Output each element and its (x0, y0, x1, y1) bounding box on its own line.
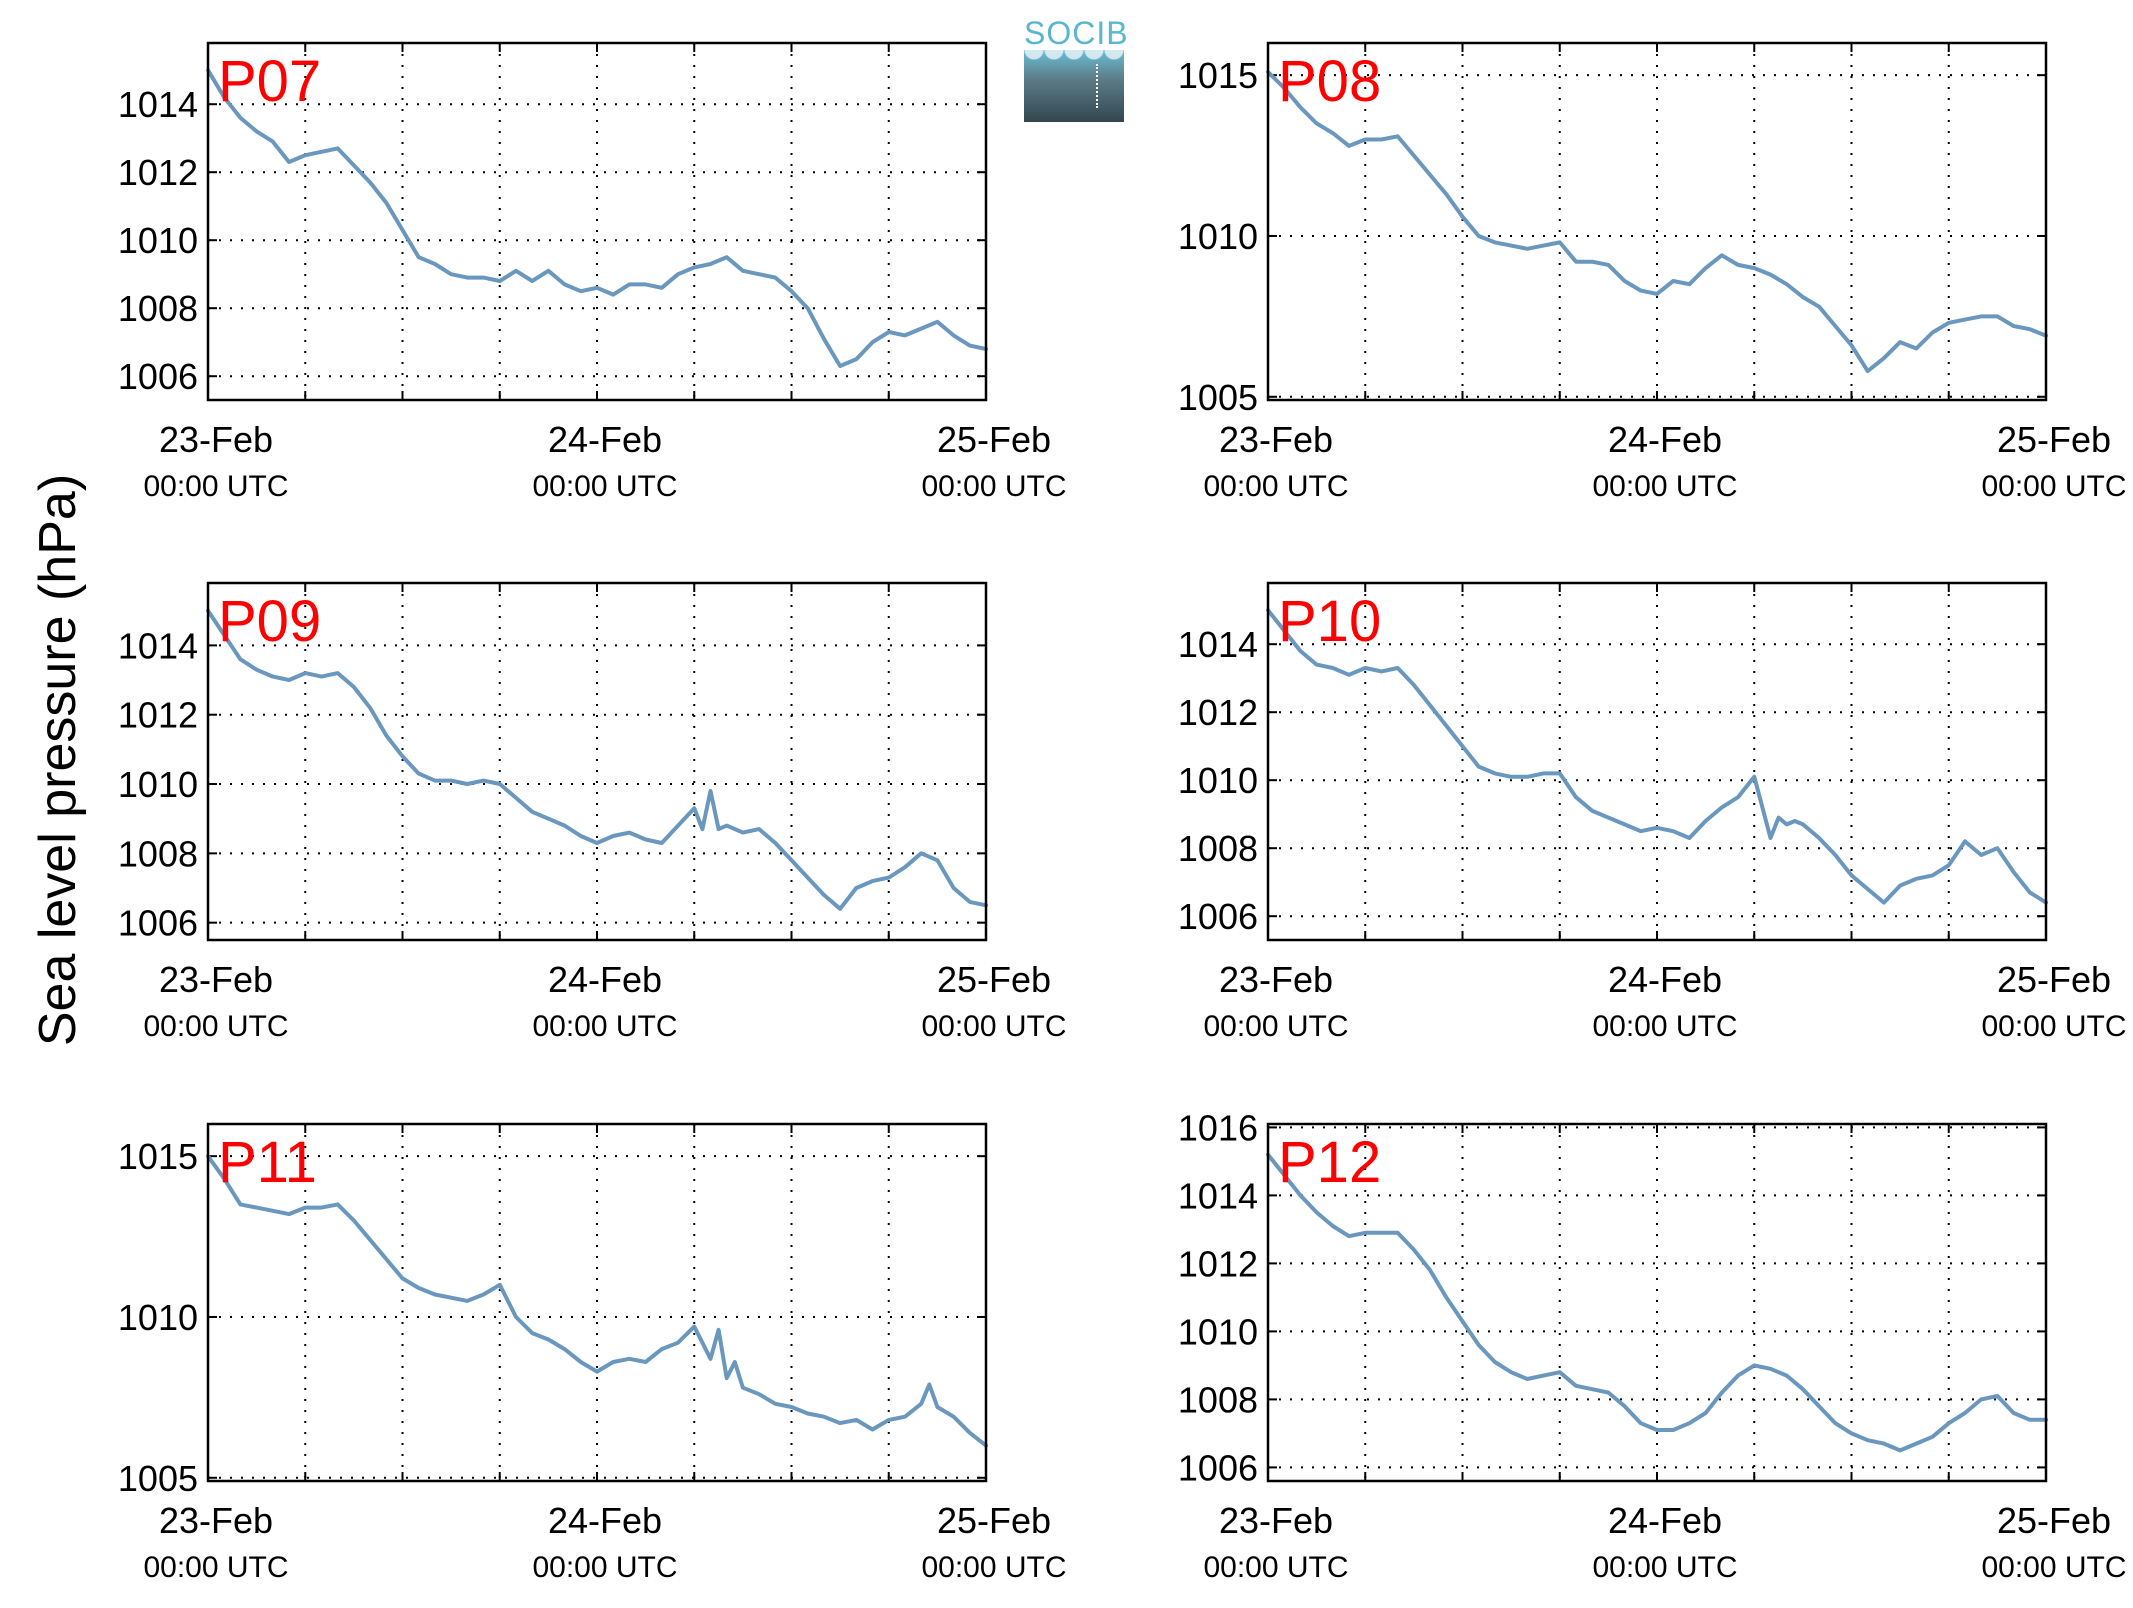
y-tick-label: 1010 (118, 1297, 198, 1338)
x-tick-label-date: 24-Feb (548, 419, 662, 460)
x-tick-label-date: 23-Feb (1219, 419, 1333, 460)
y-tick-label: 1012 (1178, 692, 1258, 733)
y-tick-label: 1012 (118, 695, 198, 736)
y-tick-label: 1006 (1178, 896, 1258, 937)
x-tick-label-date: 25-Feb (1997, 959, 2111, 1000)
x-tick-label-time: 00:00 UTC (532, 1010, 677, 1043)
x-tick-label-date: 23-Feb (159, 1500, 273, 1541)
panel-p09: 1006 1008 1010 1012 1014 P09 23-Feb 00:00 UTC 24… (118, 581, 1067, 1043)
x-tick-label-time: 00:00 UTC (143, 1010, 288, 1043)
x-tick-label-date: 24-Feb (1608, 1500, 1722, 1541)
y-tick-label: 1008 (1178, 1379, 1258, 1420)
series-line (206, 608, 988, 911)
y-tick-label: 1012 (1178, 1243, 1258, 1284)
y-tick-label: 1010 (1178, 1311, 1258, 1352)
x-tick-label-time: 00:00 UTC (143, 470, 288, 503)
y-tick-label: 1008 (118, 288, 198, 329)
x-tick-label-time: 00:00 UTC (1203, 1010, 1348, 1043)
y-tick-label: 1005 (118, 1458, 198, 1499)
panel-title: P09 (218, 589, 321, 654)
x-tick-label-time: 00:00 UTC (921, 470, 1066, 503)
y-tick-label: 1006 (1178, 1447, 1258, 1488)
y-tick-label: 1015 (1178, 55, 1258, 96)
y-tick-label: 1008 (118, 833, 198, 874)
x-tick-label-date: 23-Feb (1219, 1500, 1333, 1541)
x-tick-label-date: 24-Feb (548, 959, 662, 1000)
x-tick-label-date: 24-Feb (1608, 419, 1722, 460)
y-tick-label: 1006 (118, 903, 198, 944)
y-tick-label: 1010 (118, 764, 198, 805)
x-tick-label-date: 25-Feb (937, 1500, 1051, 1541)
x-tick-label-date: 25-Feb (1997, 419, 2111, 460)
axes-box (1266, 1122, 2048, 1483)
series-line (206, 1154, 988, 1448)
panel-title: P11 (218, 1130, 317, 1195)
axes-box (206, 41, 988, 402)
x-tick-label-time: 00:00 UTC (532, 470, 677, 503)
x-tick-label-date: 25-Feb (1997, 1500, 2111, 1541)
series-line (206, 68, 988, 368)
series-line (1266, 608, 2048, 905)
x-tick-label-time: 00:00 UTC (1592, 1010, 1737, 1043)
y-tick-label: 1015 (118, 1136, 198, 1177)
logo-dots (1096, 64, 1098, 108)
x-tick-label-time: 00:00 UTC (532, 1551, 677, 1584)
x-tick-label-date: 24-Feb (548, 1500, 662, 1541)
x-tick-label-time: 00:00 UTC (1981, 470, 2126, 503)
x-tick-label-date: 25-Feb (937, 959, 1051, 1000)
x-tick-label-time: 00:00 UTC (921, 1551, 1066, 1584)
panel-p08: 1005 1010 1015 P08 23-Feb 00:00 UTC 24-Feb 00:0… (1178, 41, 2127, 503)
x-tick-label-time: 00:00 UTC (1592, 1551, 1737, 1584)
x-tick-label-time: 00:00 UTC (1592, 470, 1737, 503)
y-tick-label: 1006 (118, 356, 198, 397)
y-tick-label: 1012 (118, 152, 198, 193)
logo-graphic (1024, 50, 1124, 122)
x-tick-label-time: 00:00 UTC (143, 1551, 288, 1584)
x-tick-label-date: 24-Feb (1608, 959, 1722, 1000)
axes-box (1266, 581, 2048, 942)
logo-text: SOCIB (1024, 15, 1129, 51)
x-tick-label-date: 25-Feb (937, 419, 1051, 460)
panel-title: P12 (1278, 1130, 1381, 1195)
x-tick-label-time: 00:00 UTC (921, 1010, 1066, 1043)
socib-logo: SOCIB (1024, 15, 1129, 122)
y-tick-label: 1014 (118, 84, 198, 125)
panel-p11: 1005 1010 1015 P11 23-Feb 00:00 UTC 24-Feb 00:0… (118, 1122, 1067, 1584)
series-line (1266, 1152, 2048, 1453)
x-tick-label-time: 00:00 UTC (1203, 1551, 1348, 1584)
x-tick-label-date: 23-Feb (1219, 959, 1333, 1000)
axes-box (1266, 41, 2048, 402)
panel-p10: 1006 1008 1010 1012 1014 P10 23-Feb 00:00 UTC 24… (1178, 581, 2127, 1043)
y-tick-label: 1014 (118, 625, 198, 666)
y-tick-label: 1008 (1178, 828, 1258, 869)
series-line (1266, 69, 2048, 374)
x-tick-label-time: 00:00 UTC (1981, 1551, 2126, 1584)
logo-wave (1024, 50, 1124, 60)
axes-box (206, 1122, 988, 1483)
y-tick-label: 1010 (1178, 216, 1258, 257)
axes-box (206, 581, 988, 942)
y-tick-label: 1016 (1178, 1107, 1258, 1148)
panel-title: P07 (218, 49, 321, 114)
y-tick-label: 1014 (1178, 1175, 1258, 1216)
x-tick-label-date: 23-Feb (159, 419, 273, 460)
panel-p12: 1006 1008 1010 1012 1014 1016 P12 23-Feb 00:00 U… (1178, 1107, 2127, 1584)
x-tick-label-time: 00:00 UTC (1203, 470, 1348, 503)
panel-title: P10 (1278, 589, 1381, 654)
x-tick-label-date: 23-Feb (159, 959, 273, 1000)
y-tick-label: 1005 (1178, 377, 1258, 418)
panel-title: P08 (1278, 49, 1381, 114)
y-tick-label: 1010 (1178, 760, 1258, 801)
y-tick-label: 1014 (1178, 624, 1258, 665)
panel-p07: 1006 1008 1010 1012 1014 P07 23-Feb 00:00 UTC 24… (118, 41, 1067, 503)
x-tick-label-time: 00:00 UTC (1981, 1010, 2126, 1043)
y-tick-label: 1010 (118, 220, 198, 261)
